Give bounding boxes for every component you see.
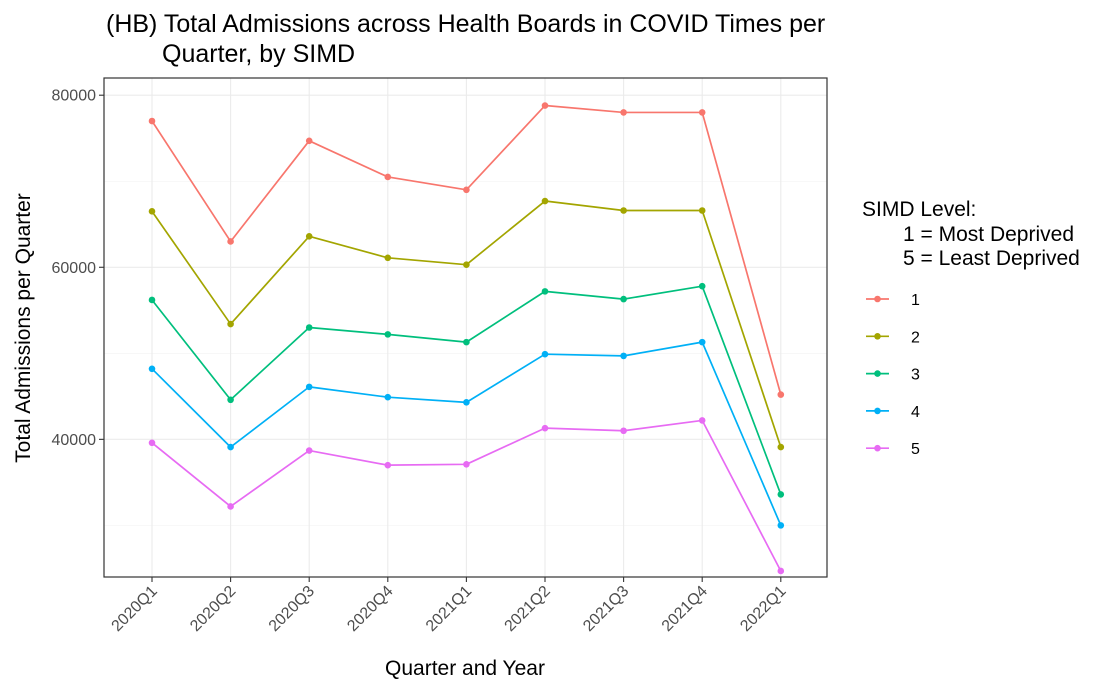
legend-label: 2 (911, 329, 920, 346)
legend: SIMD Level: 1 = Most Deprived 5 = Least … (862, 198, 1080, 458)
series-4 (148, 338, 785, 529)
data-point (777, 522, 785, 529)
data-point (698, 207, 706, 214)
data-point (777, 391, 785, 398)
legend-item-1: 1 (866, 292, 920, 309)
y-tick-label: 60000 (52, 260, 97, 277)
data-point (305, 137, 313, 145)
legend-label: 4 (911, 404, 920, 421)
data-point (777, 491, 785, 498)
data-point (305, 324, 313, 331)
data-point (305, 233, 313, 240)
series-1 (148, 102, 785, 398)
legend-key-point (874, 370, 881, 377)
data-point (305, 447, 313, 454)
data-point (541, 424, 549, 432)
legend-item-3: 3 (866, 367, 920, 384)
legend-label: 5 (911, 441, 920, 458)
x-tick-label: 2020Q1 (109, 583, 161, 635)
data-point (620, 109, 627, 116)
data-point (698, 417, 706, 424)
legend-title-line1: SIMD Level: (862, 198, 976, 221)
legend-title-line2: 1 = Most Deprived (903, 223, 1074, 246)
data-point (777, 567, 785, 575)
grid-layer (104, 78, 827, 577)
data-point (698, 109, 706, 116)
data-point (698, 282, 706, 290)
plot-panel (104, 78, 827, 577)
panel-border (103, 77, 828, 578)
data-point (620, 427, 627, 435)
data-point (148, 208, 156, 215)
x-tick-label: 2021Q4 (659, 583, 711, 635)
x-axis-title: Quarter and Year (385, 657, 545, 680)
y-axis-title: Total Admissions per Quarter (12, 193, 35, 463)
y-tick-label: 80000 (52, 88, 97, 105)
data-point (463, 338, 470, 346)
data-point (305, 383, 313, 391)
x-axis: 2020Q1 2020Q2 2020Q3 2020Q4 2021Q1 2021Q2 2021… (109, 577, 790, 635)
data-point (463, 186, 470, 194)
data-point (463, 261, 470, 268)
series-5 (148, 417, 785, 575)
legend-label: 3 (911, 367, 920, 384)
legend-item-2: 2 (866, 329, 920, 346)
data-point (384, 254, 392, 262)
x-tick-label: 2020Q4 (344, 583, 396, 635)
series-3 (148, 282, 785, 498)
data-point (148, 117, 156, 125)
legend-key-point (874, 333, 881, 340)
data-point (777, 443, 785, 451)
series-layer (148, 102, 785, 575)
series-2 (148, 197, 785, 451)
data-point (541, 350, 549, 358)
chart-title-line2: Quarter, by SIMD (162, 40, 355, 68)
data-point (227, 238, 234, 245)
x-tick-label: 2021Q3 (580, 583, 632, 635)
x-tick-label: 2020Q3 (266, 583, 318, 635)
legend-key-point (874, 407, 881, 415)
legend-key-point (874, 444, 881, 452)
data-point (384, 331, 392, 338)
data-point (541, 288, 549, 295)
data-point (227, 320, 234, 328)
chart-title-line1: (HB) Total Admissions across Health Boar… (106, 10, 825, 38)
legend-keys: 1 2 3 4 5 (866, 292, 920, 458)
x-tick-label: 2021Q1 (423, 583, 475, 635)
data-point (541, 197, 549, 205)
x-tick-label: 2020Q2 (187, 583, 239, 635)
data-point (620, 207, 627, 214)
data-point (698, 338, 706, 346)
y-axis: 40000 60000 80000 (52, 88, 104, 449)
data-point (148, 296, 156, 304)
data-point (227, 396, 234, 404)
data-point (541, 102, 549, 109)
data-point (384, 461, 392, 469)
data-point (620, 295, 627, 303)
data-point (384, 173, 392, 181)
data-point (620, 352, 627, 360)
legend-key-point (874, 295, 881, 303)
data-point (148, 365, 156, 373)
data-point (227, 443, 234, 451)
x-tick-label: 2022Q1 (737, 583, 789, 635)
x-tick-label: 2021Q2 (502, 583, 554, 635)
data-point (463, 460, 470, 468)
data-point (227, 503, 234, 510)
data-point (148, 439, 156, 447)
y-tick-label: 40000 (52, 432, 97, 449)
data-point (463, 399, 470, 406)
legend-label: 1 (911, 292, 920, 309)
legend-title-line3: 5 = Least Deprived (903, 247, 1080, 270)
data-point (384, 393, 392, 401)
legend-item-5: 5 (866, 441, 920, 458)
legend-item-4: 4 (866, 404, 920, 421)
